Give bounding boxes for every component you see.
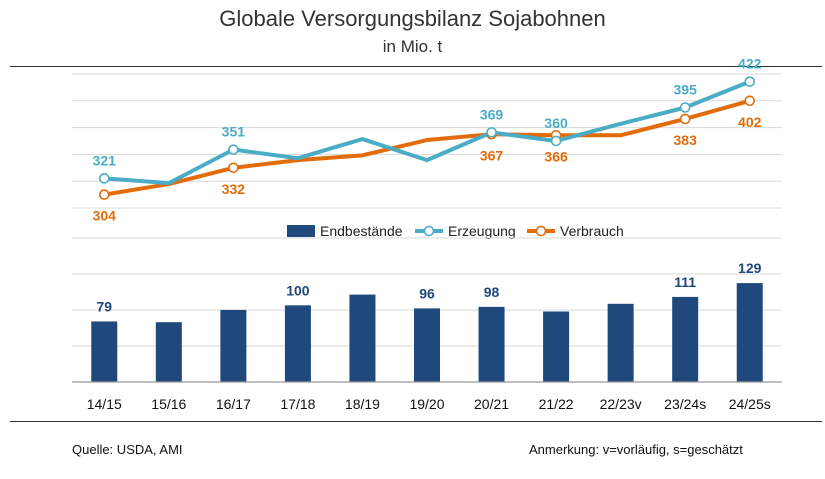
endbestaende-data-label: 98	[484, 284, 500, 300]
verbrauch-data-label: 366	[544, 148, 568, 164]
x-tick-label: 21/22	[539, 396, 574, 412]
endbestaende-data-label: 129	[738, 260, 762, 276]
erzeugung-marker	[744, 76, 756, 87]
top-divider	[10, 66, 822, 67]
x-tick-label: 16/17	[216, 396, 251, 412]
verbrauch-marker	[679, 113, 691, 125]
erzeugung-data-label: 321	[93, 152, 117, 168]
verbrauch-line	[102, 98, 752, 197]
erzeugung-marker	[486, 127, 497, 138]
endbestaende-bar	[736, 283, 763, 382]
endbestaende-bar	[349, 294, 376, 382]
legend-marker-verbrauch	[535, 225, 547, 237]
erzeugung-data-label: 369	[480, 106, 504, 122]
bottom-divider	[10, 421, 822, 422]
x-tick-label: 22/23v	[600, 396, 642, 412]
endbestaende-bar	[672, 296, 699, 382]
verbrauch-marker	[98, 189, 110, 200]
verbrauch-marker	[228, 162, 239, 174]
erzeugung-marker	[98, 173, 110, 184]
erzeugung-data-label: 351	[222, 124, 246, 140]
verbrauch-data-label: 383	[674, 132, 698, 148]
chart-subtitle: in Mio. t	[382, 37, 443, 56]
erzeugung-marker	[550, 135, 562, 147]
erzeugung-data-label: 395	[674, 82, 698, 98]
verbrauch-data-label: 367	[480, 147, 504, 163]
x-tick-label: 20/21	[474, 396, 509, 412]
verbrauch-marker	[744, 95, 756, 107]
endbestaende-data-label: 79	[96, 298, 112, 314]
verbrauch-data-label: 332	[222, 181, 246, 197]
x-tick-label: 17/18	[280, 396, 315, 412]
endbestaende-data-label: 96	[419, 285, 435, 301]
endbestaende-bar	[284, 305, 311, 382]
legend-label-erzeugung: Erzeugung	[448, 223, 516, 239]
endbestaende-data-label: 111	[674, 274, 696, 290]
endbestaende-bar	[155, 322, 182, 382]
endbestaende-bar	[543, 311, 570, 382]
endbestaende-data-label: 100	[286, 282, 310, 298]
x-tick-label: 23/24s	[664, 396, 706, 412]
endbestaende-bar	[607, 303, 634, 382]
erzeugung-data-label: 422	[738, 56, 762, 72]
erzeugung-line	[102, 79, 752, 186]
endbestaende-bar	[220, 309, 247, 382]
x-tick-label: 19/20	[409, 396, 444, 412]
erzeugung-marker	[228, 144, 239, 155]
chart-title: Globale Versorgungsbilanz Sojabohnen	[219, 6, 606, 31]
x-tick-label: 14/15	[87, 396, 122, 412]
source-note: Quelle: USDA, AMI	[72, 442, 183, 457]
x-tick-label: 15/16	[151, 396, 186, 412]
erzeugung-data-label: 360	[544, 115, 568, 131]
x-tick-label: 24/25s	[729, 396, 771, 412]
endbestaende-bar	[91, 321, 118, 382]
verbrauch-data-label: 304	[93, 208, 117, 224]
annotation-note: Anmerkung: v=vorläufig, s=geschätzt	[529, 442, 743, 457]
endbestaende-bar	[414, 308, 440, 382]
legend-marker-erzeugung	[423, 225, 435, 237]
legend-label-endbestaende: Endbestände	[320, 223, 403, 239]
legend-swatch-endbestaende	[287, 225, 315, 237]
endbestaende-bar	[478, 306, 505, 382]
erzeugung-marker	[679, 102, 691, 113]
legend-label-verbrauch: Verbrauch	[560, 223, 624, 239]
x-tick-label: 18/19	[345, 396, 380, 412]
verbrauch-data-label: 402	[738, 114, 762, 130]
